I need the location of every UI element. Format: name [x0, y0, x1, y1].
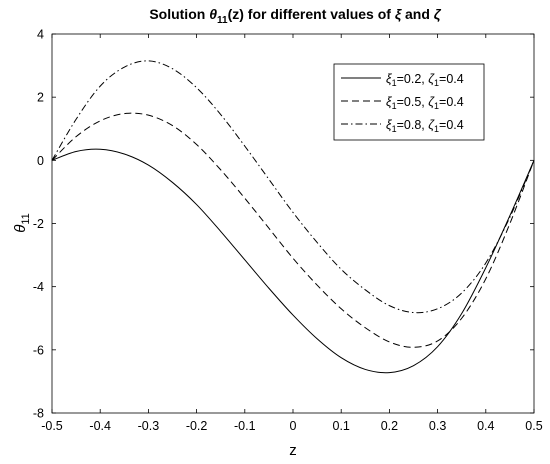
x-tick-label: -0.1: [234, 419, 256, 433]
series-lines: [51, 60, 535, 374]
series-line-solid: [51, 148, 535, 374]
y-tick-label: -2: [33, 217, 44, 231]
legend-label-2: ξ1=0.5, ζ1=0.4: [386, 95, 464, 111]
x-tick-label: 0.5: [525, 419, 542, 433]
y-tick-label: -8: [33, 407, 44, 421]
y-axis-symbol: θ: [12, 225, 29, 233]
x-tick-label: 0.2: [381, 419, 398, 433]
y-tick-label: 2: [37, 91, 44, 105]
chart-title: Solution θ11(z) for different values of …: [149, 6, 441, 26]
x-tick-label: -0.5: [41, 419, 63, 433]
y-tick-label: -4: [33, 280, 44, 294]
x-tick-label: 0.4: [477, 419, 494, 433]
x-tick-label: -0.4: [89, 419, 111, 433]
axis-ticks: -0.5 -0.4 -0.3 -0.2 -0.1 0 0.1 0.2 0.3 0.4 0.5 -8 -6…: [33, 28, 543, 434]
title-theta: θ: [209, 6, 217, 22]
y-axis-label: θ11: [12, 213, 32, 233]
title-middle: (z) for different values of: [228, 6, 395, 22]
title-prefix: Solution: [149, 6, 209, 22]
series-line-dashed: [51, 112, 535, 348]
x-tick-label: -0.3: [138, 419, 160, 433]
legend-label-3: ξ1=0.8, ζ1=0.4: [386, 118, 464, 134]
legend-label-1: ξ1=0.2, ζ1=0.4: [386, 72, 464, 88]
y-tick-label: 0: [37, 154, 44, 168]
legend-box: [333, 63, 485, 141]
x-tick-label: -0.2: [186, 419, 208, 433]
x-tick-label: 0: [290, 419, 297, 433]
x-axis-label: z: [289, 442, 297, 459]
title-and: and: [401, 6, 434, 22]
title-theta-subscript: 11: [217, 15, 228, 26]
series-line-dashdot: [51, 60, 535, 314]
x-tick-label: 0.1: [333, 419, 350, 433]
legend: ξ1=0.2, ζ1=0.4 ξ1=0.5, ζ1=0.4 ξ1=0.8, ζ1…: [333, 63, 485, 141]
x-tick-label: 0.3: [429, 419, 446, 433]
title-zeta: ζ: [434, 6, 442, 22]
title-xi: ξ: [395, 6, 402, 22]
y-tick-label: 4: [37, 28, 44, 42]
y-axis-subscript: 11: [20, 213, 32, 224]
y-tick-label: -6: [33, 343, 44, 357]
